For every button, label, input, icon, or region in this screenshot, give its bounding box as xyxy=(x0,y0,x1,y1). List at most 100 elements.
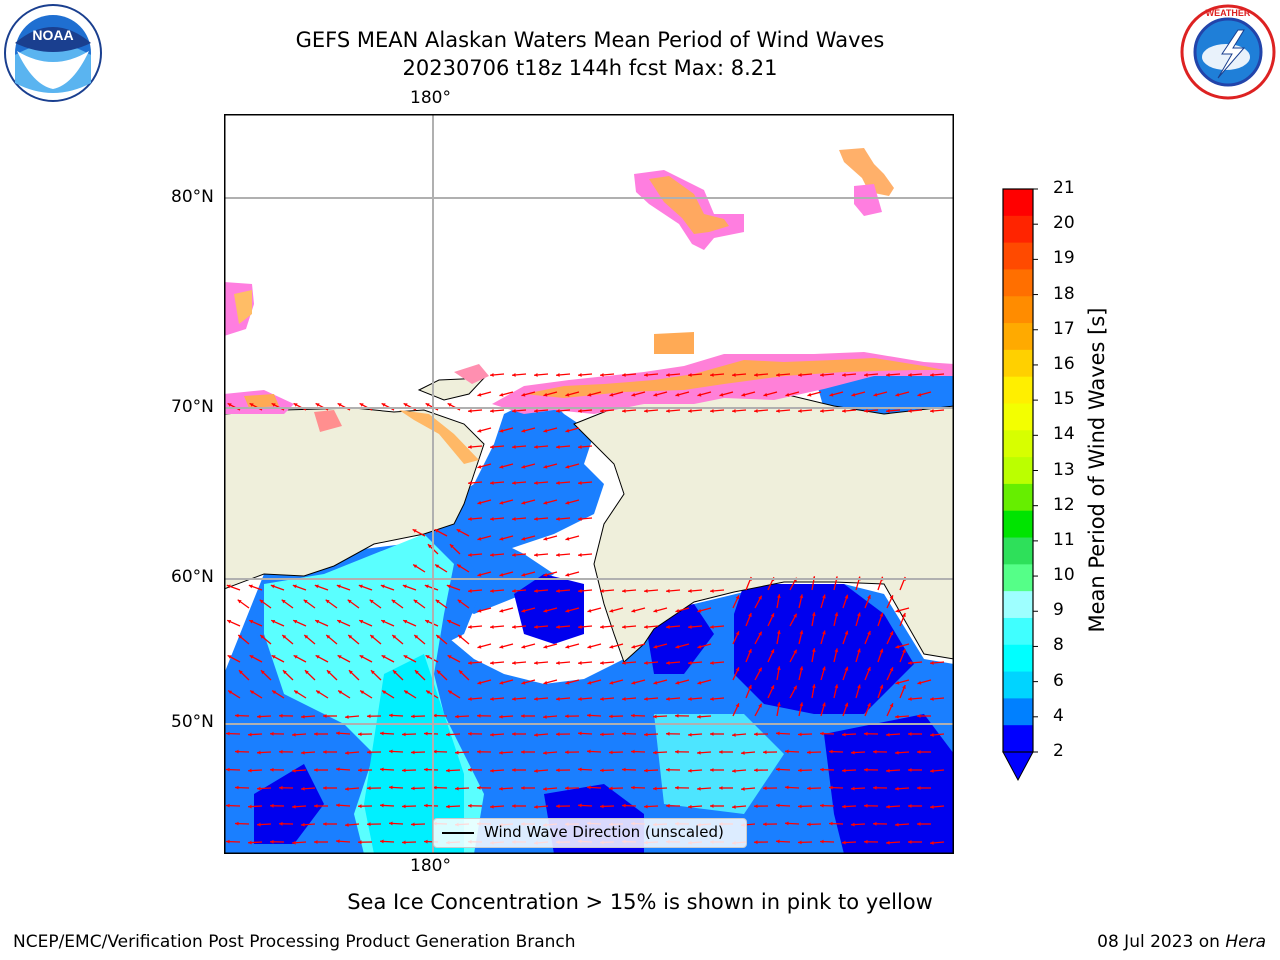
wind-arrow-head xyxy=(315,655,320,659)
wind-arrow-head xyxy=(424,584,429,589)
wind-arrow-head xyxy=(512,409,516,413)
wind-arrow-head xyxy=(411,750,415,755)
wind-arrow-head xyxy=(600,409,604,413)
wind-arrow-head xyxy=(842,373,846,377)
wind-arrow-head xyxy=(565,608,570,613)
wind-arrow-head xyxy=(402,584,407,589)
wind-arrow-head xyxy=(710,661,714,665)
colorbar-tick-label: 10 xyxy=(1053,565,1075,586)
wind-arrow-head xyxy=(424,803,428,808)
wind-arrow-head xyxy=(477,500,482,505)
wind-arrow-head xyxy=(793,613,797,618)
wind-arrow-head xyxy=(425,619,430,624)
wind-arrow-head xyxy=(807,750,811,755)
wind-arrow-head xyxy=(873,749,877,754)
graticule xyxy=(224,114,954,854)
map-panel xyxy=(224,114,954,854)
wind-arrow-head xyxy=(358,584,363,589)
wind-arrow-head xyxy=(248,584,253,589)
wind-arrow-head xyxy=(908,373,912,377)
colorbar-band xyxy=(1003,430,1033,458)
colorbar-tick-label: 19 xyxy=(1053,248,1075,269)
wind-arrow-head xyxy=(370,670,375,675)
wind-arrow-head xyxy=(873,821,877,826)
wind-arrow-head xyxy=(565,428,570,433)
wind-arrow-head xyxy=(834,612,839,617)
wind-arrow-head xyxy=(622,661,626,665)
colorbar-band xyxy=(1003,349,1033,378)
wind-arrow-head xyxy=(578,589,582,593)
wind-wave-direction-arrows xyxy=(225,373,945,845)
wind-arrow-head xyxy=(675,680,680,685)
svg-text:NOAA: NOAA xyxy=(32,27,73,43)
wind-arrow-head xyxy=(292,584,297,589)
wind-arrow-head xyxy=(512,553,516,557)
wind-arrow-head xyxy=(600,589,604,593)
wind-arrow-head xyxy=(226,767,230,772)
wind-arrow-head xyxy=(820,839,824,844)
wind-arrow-head xyxy=(323,714,327,718)
wind-arrow-head xyxy=(754,804,758,809)
wind-arrow-head xyxy=(578,409,582,413)
wind-arrow-head xyxy=(908,768,912,772)
wind-arrow-head xyxy=(499,608,504,613)
colorbar-tick-label: 13 xyxy=(1053,459,1075,480)
wind-arrow-head xyxy=(851,786,855,791)
wind-arrow-head xyxy=(293,619,298,624)
wind-arrow-head xyxy=(534,733,538,737)
wind-arrow-head xyxy=(688,661,692,665)
wind-arrow-head xyxy=(226,839,230,844)
wind-arrow-head xyxy=(543,787,547,791)
wind-arrow-head xyxy=(292,840,296,845)
wind-arrow-head xyxy=(644,804,648,809)
wind-arrow-head xyxy=(930,769,934,773)
wind-arrow-head xyxy=(556,661,560,665)
wind-arrow-head xyxy=(391,599,396,604)
wind-arrow-head xyxy=(490,409,494,413)
wind-arrow-head xyxy=(688,409,692,413)
colorbar-band xyxy=(1003,564,1033,592)
wind-arrow-head xyxy=(609,608,614,613)
wind-arrow-head xyxy=(282,670,287,675)
wind-arrow-head xyxy=(534,697,538,701)
wind-arrow-head xyxy=(359,619,364,624)
colorbar-tick-label: 14 xyxy=(1053,424,1075,445)
wind-arrow-head xyxy=(543,715,547,719)
wind-arrow-head xyxy=(336,767,340,772)
colorbar-tick-label: 15 xyxy=(1053,389,1075,410)
wind-arrow-head xyxy=(403,619,408,624)
wind-arrow-head xyxy=(666,589,670,593)
wind-arrow-head xyxy=(653,392,658,397)
wind-arrow-head xyxy=(345,787,349,791)
wind-arrow-head xyxy=(889,703,894,708)
wind-arrow-head xyxy=(543,680,548,685)
wind-arrow-head xyxy=(811,648,816,653)
wind-arrow-head xyxy=(886,840,890,845)
wind-arrow-head xyxy=(414,670,419,675)
wind-arrow-head xyxy=(456,529,461,533)
wind-arrow-head xyxy=(381,619,386,624)
lat-label-70: 70°N xyxy=(171,397,214,417)
wind-arrow-head xyxy=(556,768,560,773)
wind-arrow-head xyxy=(851,392,856,397)
wind-arrow-head xyxy=(227,403,232,407)
wind-arrow-head xyxy=(380,803,384,808)
wind-arrow-head xyxy=(688,768,692,773)
wind-arrow-head xyxy=(270,803,274,808)
wind-arrow-head xyxy=(565,786,569,791)
wind-arrow-head xyxy=(367,714,371,719)
wind-arrow-head xyxy=(770,649,775,654)
wind-arrow-head xyxy=(427,544,432,549)
wind-arrow-head xyxy=(447,403,452,407)
wind-arrow-head xyxy=(404,690,409,695)
wind-arrow-head xyxy=(424,839,428,844)
wind-arrow-head xyxy=(521,428,526,433)
wind-arrow-head xyxy=(666,373,670,377)
wind-arrow-head xyxy=(249,655,254,659)
wind-arrow-head xyxy=(534,481,538,485)
wind-arrow-head xyxy=(345,715,349,719)
wind-arrow-head xyxy=(600,804,604,809)
wind-arrow-head xyxy=(622,589,626,593)
wind-arrow-head xyxy=(798,409,802,413)
nws-logo-icon: WEATHER xyxy=(1180,4,1276,100)
